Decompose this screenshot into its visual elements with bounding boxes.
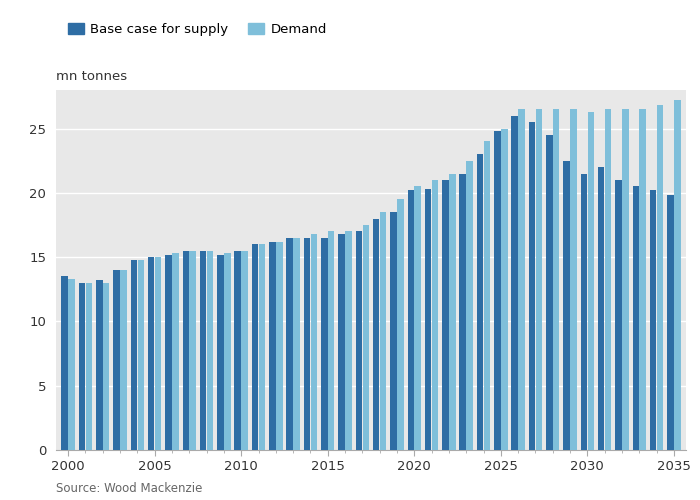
Bar — [321, 238, 328, 450]
Bar — [252, 244, 258, 450]
Bar — [224, 254, 230, 450]
Bar — [598, 167, 605, 450]
Bar — [512, 116, 518, 450]
Bar — [356, 232, 362, 450]
Bar — [148, 257, 155, 450]
Bar — [241, 250, 248, 450]
Bar — [667, 196, 673, 450]
Bar — [311, 234, 317, 450]
Text: mn tonnes: mn tonnes — [56, 70, 127, 82]
Bar — [477, 154, 483, 450]
Bar — [96, 280, 103, 450]
Bar — [407, 190, 414, 450]
Bar — [269, 242, 276, 450]
Bar — [580, 174, 587, 450]
Bar — [345, 232, 352, 450]
Bar — [414, 186, 421, 450]
Bar — [605, 110, 611, 450]
Bar — [131, 260, 137, 450]
Bar — [449, 174, 456, 450]
Bar — [501, 128, 508, 450]
Bar — [494, 131, 500, 450]
Bar — [304, 238, 310, 450]
Bar — [286, 238, 293, 450]
Bar — [536, 110, 542, 450]
Text: Source: Wood Mackenzie: Source: Wood Mackenzie — [56, 482, 202, 495]
Bar — [165, 254, 172, 450]
Legend: Base case for supply, Demand: Base case for supply, Demand — [62, 18, 332, 41]
Bar — [206, 250, 214, 450]
Bar — [466, 160, 473, 450]
Bar — [432, 180, 438, 450]
Bar — [390, 212, 397, 450]
Bar — [633, 186, 639, 450]
Bar — [85, 283, 92, 450]
Bar — [518, 110, 525, 450]
Bar — [113, 270, 120, 450]
Bar — [639, 110, 646, 450]
Bar — [338, 234, 345, 450]
Bar — [234, 250, 241, 450]
Bar — [69, 279, 75, 450]
Bar — [650, 190, 657, 450]
Bar — [183, 250, 189, 450]
Bar — [528, 122, 536, 450]
Bar — [155, 257, 162, 450]
Bar — [363, 225, 369, 450]
Bar — [587, 112, 594, 450]
Bar — [570, 110, 577, 450]
Bar — [293, 238, 300, 450]
Bar — [484, 142, 490, 450]
Bar — [674, 100, 680, 450]
Bar — [397, 200, 404, 450]
Bar — [259, 244, 265, 450]
Bar — [373, 218, 379, 450]
Bar — [459, 174, 466, 450]
Bar — [103, 283, 109, 450]
Bar — [190, 250, 196, 450]
Bar — [546, 135, 552, 450]
Bar — [564, 160, 570, 450]
Bar — [442, 180, 449, 450]
Bar — [217, 254, 224, 450]
Bar — [199, 250, 206, 450]
Bar — [615, 180, 622, 450]
Bar — [276, 242, 283, 450]
Bar — [657, 106, 664, 450]
Bar — [328, 232, 335, 450]
Bar — [62, 276, 68, 450]
Bar — [553, 110, 559, 450]
Bar — [425, 189, 431, 450]
Bar — [120, 270, 127, 450]
Bar — [137, 260, 144, 450]
Bar — [622, 110, 629, 450]
Bar — [78, 283, 85, 450]
Bar — [380, 212, 386, 450]
Bar — [172, 254, 178, 450]
